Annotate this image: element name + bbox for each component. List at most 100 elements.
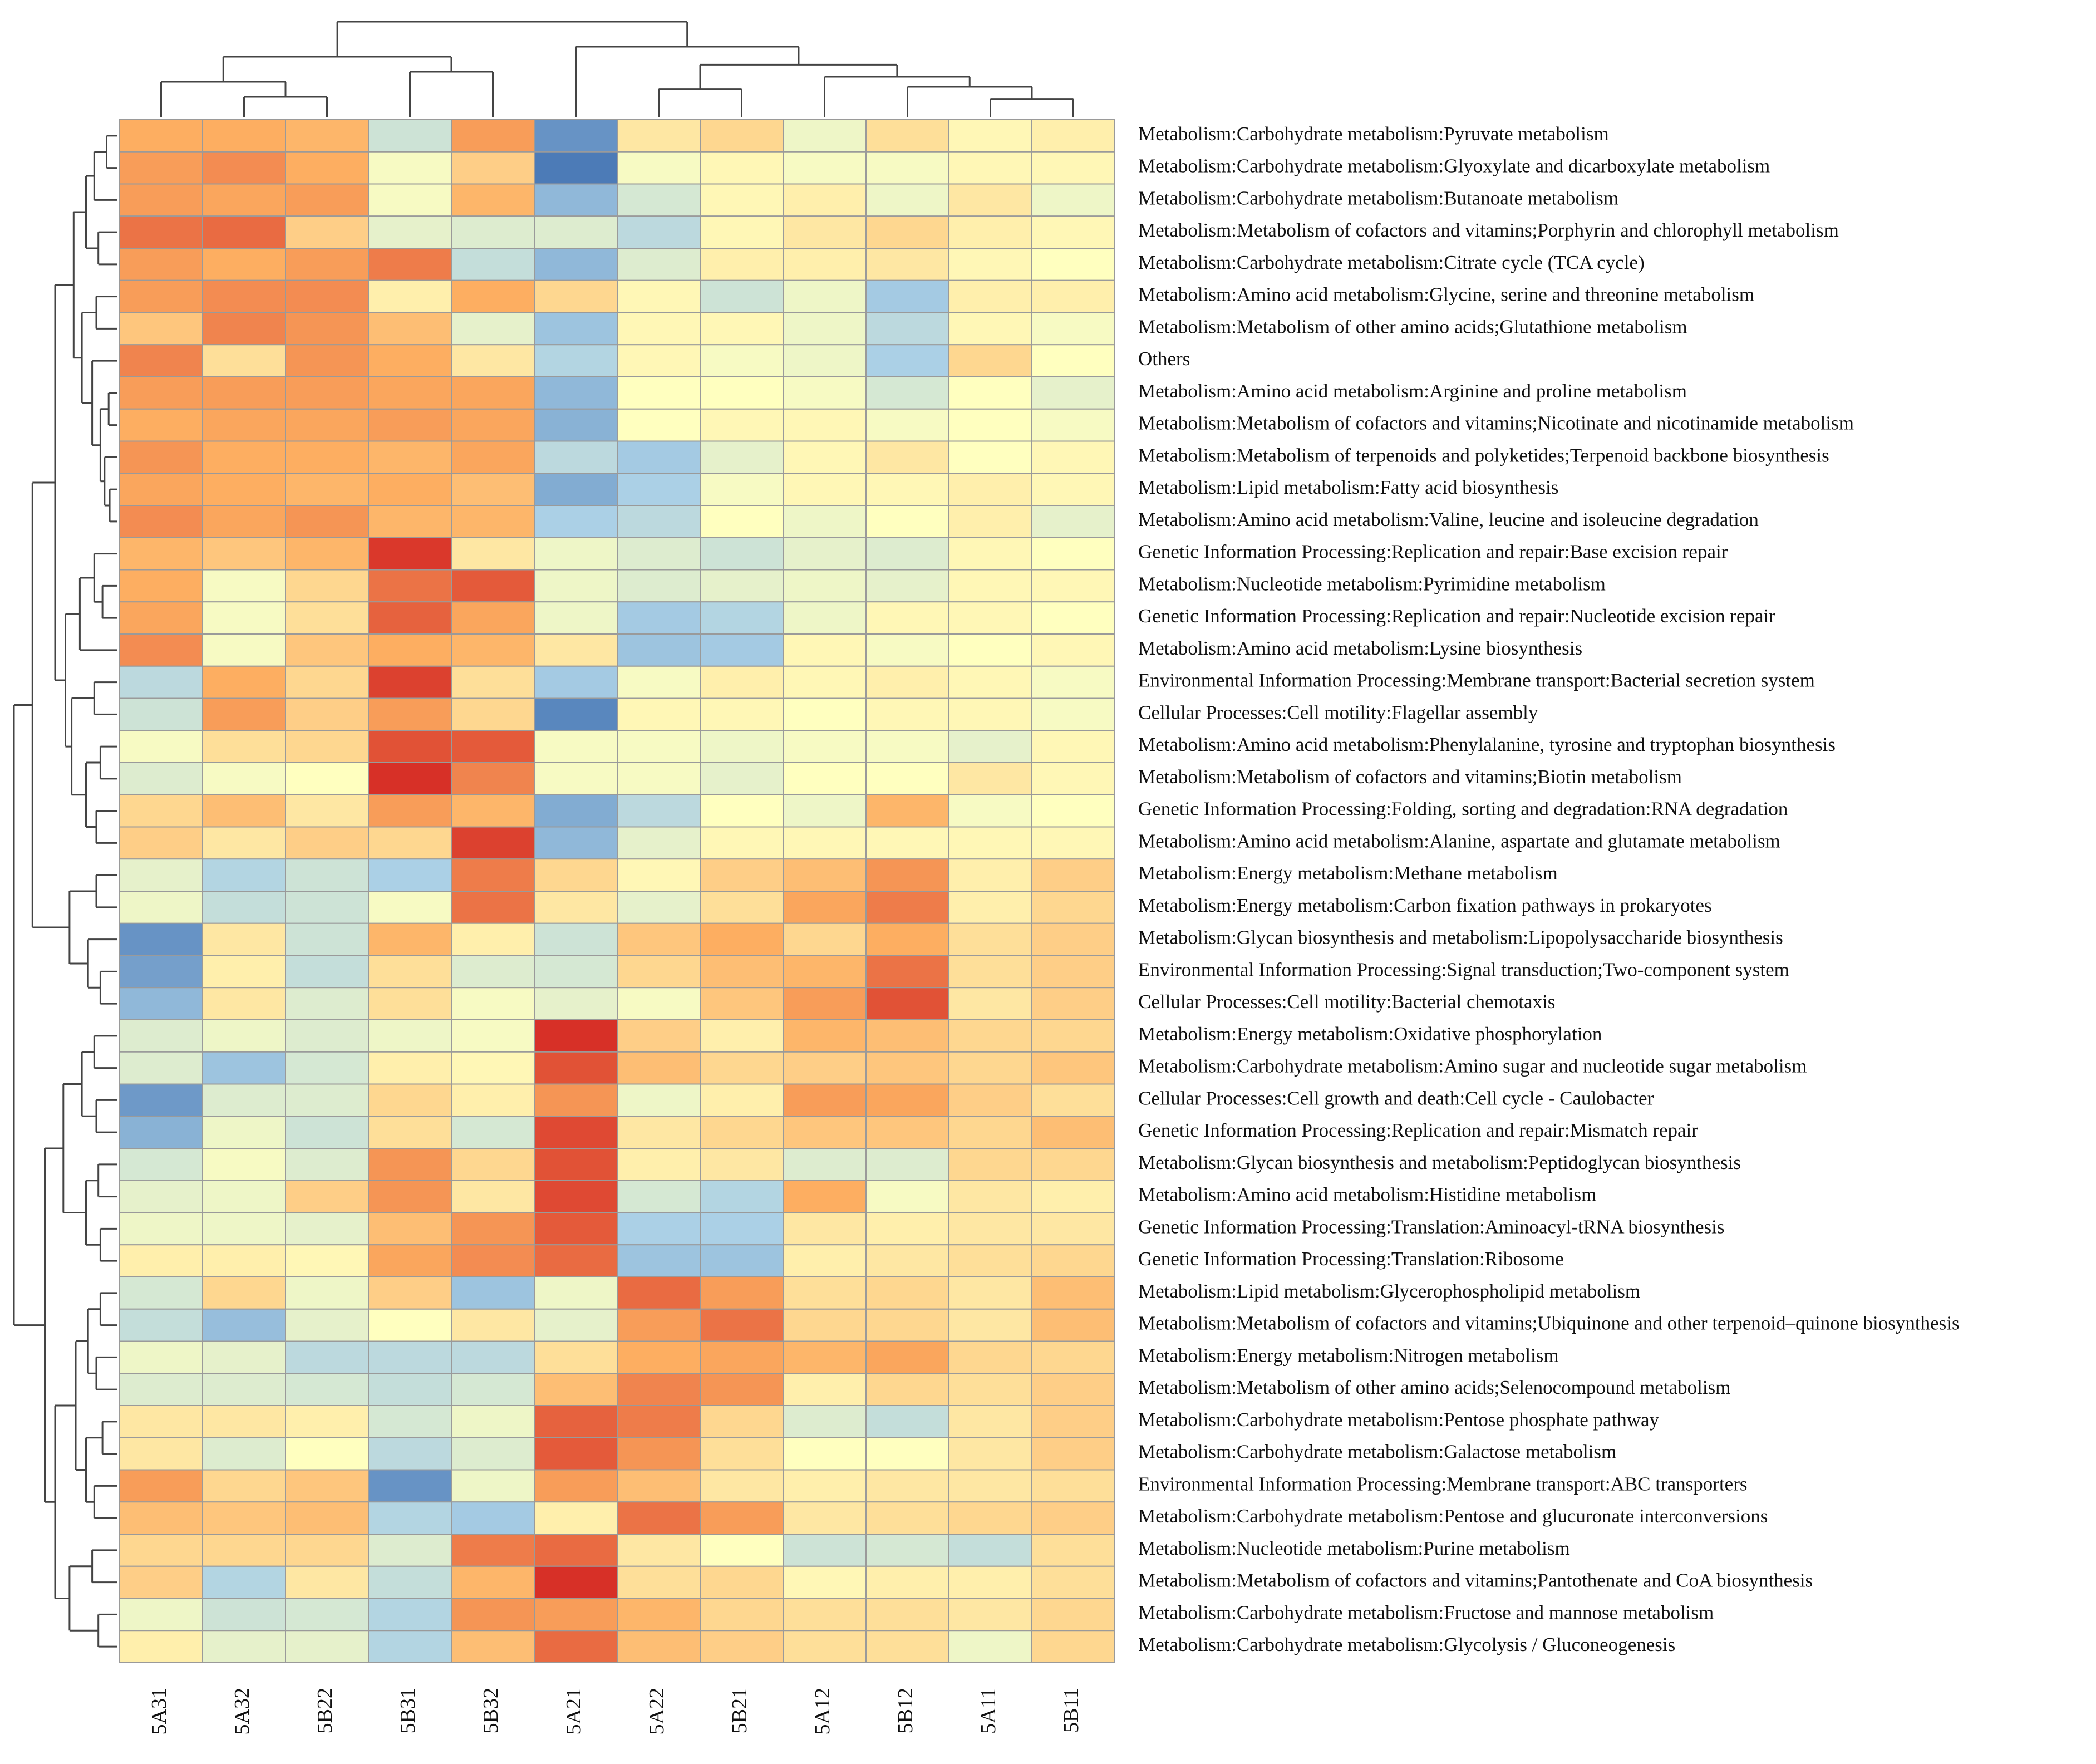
heatmap-cell: [1031, 1373, 1115, 1406]
heatmap-cell: [700, 505, 784, 538]
heatmap-cell: [368, 697, 452, 731]
heatmap-cell: [617, 1244, 701, 1277]
heatmap-cell: [1031, 1019, 1115, 1053]
row-label: Metabolism:Metabolism of cofactors and v…: [1138, 412, 1854, 434]
heatmap-cell: [119, 440, 203, 474]
heatmap-cell: [700, 1630, 784, 1663]
heatmap-cell: [865, 1373, 949, 1406]
heatmap-cell: [1031, 1083, 1115, 1117]
heatmap-cell: [534, 1534, 618, 1567]
row-label: Metabolism:Metabolism of cofactors and v…: [1138, 1570, 1813, 1591]
heatmap-cell: [368, 215, 452, 249]
heatmap-cell: [948, 1405, 1032, 1438]
heatmap-cell: [1031, 826, 1115, 860]
heatmap-cell: [617, 248, 701, 281]
heatmap-cell: [285, 1373, 369, 1406]
heatmap-cell: [865, 1308, 949, 1342]
heatmap-cell: [119, 473, 203, 506]
column-label: 5A12: [811, 1688, 834, 1734]
heatmap-cell: [285, 633, 369, 667]
heatmap-cell: [948, 1630, 1032, 1663]
row-label: Metabolism:Glycan biosynthesis and metab…: [1138, 1152, 1741, 1173]
heatmap-cell: [451, 987, 535, 1020]
heatmap-cell: [617, 697, 701, 731]
heatmap-cell: [534, 569, 618, 603]
heatmap-cell: [451, 1116, 535, 1149]
heatmap-cell: [783, 183, 867, 217]
heatmap-cell: [534, 922, 618, 956]
heatmap-cell: [451, 1437, 535, 1471]
heatmap-cell: [700, 922, 784, 956]
heatmap-cell: [783, 1019, 867, 1053]
row-label: Genetic Information Processing:Replicati…: [1138, 541, 1728, 563]
row-label: Metabolism:Carbohydrate metabolism:Glyox…: [1138, 155, 1770, 177]
heatmap-cell: [700, 601, 784, 635]
heatmap-cell: [285, 569, 369, 603]
row-label: Cellular Processes:Cell motility:Bacteri…: [1138, 991, 1555, 1013]
heatmap-cell: [948, 1051, 1032, 1085]
heatmap-cell: [534, 665, 618, 699]
heatmap-cell: [1031, 1180, 1115, 1213]
heatmap-cell: [368, 312, 452, 346]
heatmap-cell: [1031, 1405, 1115, 1438]
heatmap-cell: [534, 633, 618, 667]
heatmap-cell: [1031, 987, 1115, 1020]
heatmap-cell: [948, 1598, 1032, 1632]
heatmap-cell: [783, 1212, 867, 1246]
heatmap-cell: [617, 1469, 701, 1503]
heatmap-cell: [119, 826, 203, 860]
heatmap-cell: [534, 344, 618, 377]
heatmap-cell: [1031, 440, 1115, 474]
heatmap-cell: [451, 665, 535, 699]
heatmap-cell: [202, 1565, 286, 1599]
heatmap-cell: [783, 955, 867, 989]
heatmap-cell: [368, 826, 452, 860]
heatmap-cell: [1031, 955, 1115, 989]
heatmap-cell: [368, 376, 452, 410]
heatmap-cell: [202, 762, 286, 795]
column-label: 5B12: [894, 1688, 917, 1733]
heatmap-cell: [202, 922, 286, 956]
heatmap-cell: [119, 1598, 203, 1632]
heatmap-cell: [202, 279, 286, 313]
heatmap-cell: [534, 1469, 618, 1503]
heatmap-cell: [534, 697, 618, 731]
heatmap-cell: [119, 1437, 203, 1471]
heatmap-cell: [865, 955, 949, 989]
heatmap-cell: [202, 119, 286, 153]
heatmap-cell: [865, 1598, 949, 1632]
heatmap-cell: [202, 537, 286, 571]
heatmap-cell: [202, 1437, 286, 1471]
row-label: Metabolism:Lipid metabolism:Fatty acid b…: [1138, 476, 1558, 498]
heatmap-cell: [534, 1405, 618, 1438]
heatmap-cell: [617, 569, 701, 603]
heatmap-cell: [534, 408, 618, 442]
heatmap-cell: [368, 1373, 452, 1406]
heatmap-cell: [119, 1180, 203, 1213]
heatmap-cell: [783, 344, 867, 377]
heatmap-cell: [617, 376, 701, 410]
heatmap-cell: [865, 1534, 949, 1567]
heatmap-cell: [285, 183, 369, 217]
heatmap-cell: [783, 1437, 867, 1471]
column-label: 5B11: [1060, 1688, 1083, 1733]
heatmap-cell: [451, 151, 535, 185]
heatmap-cell: [865, 1051, 949, 1085]
heatmap-cell: [285, 376, 369, 410]
heatmap-cell: [1031, 1148, 1115, 1181]
heatmap-cell: [783, 119, 867, 153]
heatmap-cell: [783, 633, 867, 667]
heatmap-cell: [285, 1083, 369, 1117]
heatmap-cell: [451, 1244, 535, 1277]
heatmap-cell: [948, 826, 1032, 860]
heatmap-cell: [865, 922, 949, 956]
heatmap-cell: [451, 1019, 535, 1053]
heatmap-cell: [948, 1116, 1032, 1149]
heatmap-cell: [119, 505, 203, 538]
heatmap-cell: [285, 344, 369, 377]
heatmap-cell: [451, 248, 535, 281]
heatmap-cell: [202, 891, 286, 924]
heatmap-cell: [368, 1437, 452, 1471]
column-label: 5B21: [728, 1688, 751, 1733]
heatmap-cell: [948, 473, 1032, 506]
